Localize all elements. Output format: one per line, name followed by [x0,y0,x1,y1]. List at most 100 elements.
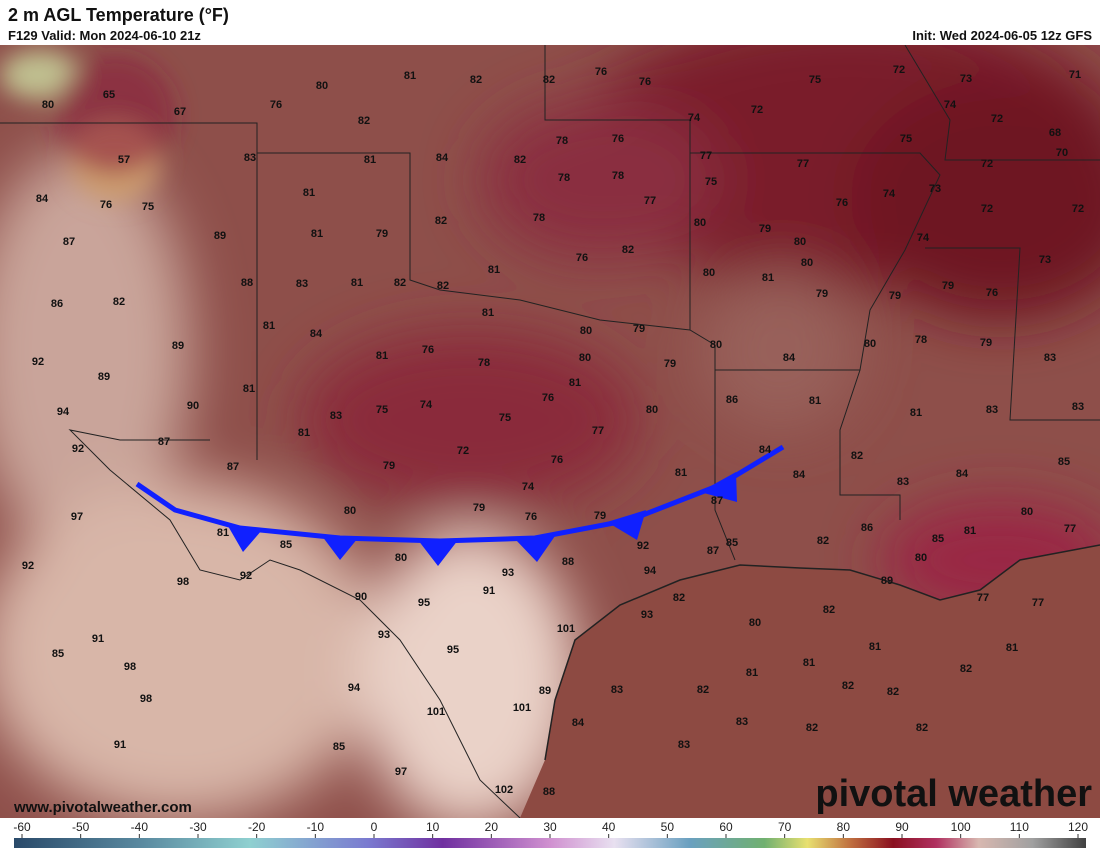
temp-label: 80 [694,217,706,229]
temp-label: 68 [1049,127,1061,139]
temp-label: 80 [395,552,407,564]
temp-label: 81 [298,427,310,439]
temp-label: 67 [174,106,186,118]
temp-label: 81 [809,395,821,407]
temp-label: 91 [114,739,126,751]
temp-label: 81 [303,187,315,199]
colorbar-tick-label: 30 [543,820,557,834]
temp-label: 79 [594,510,606,522]
colorbar-tick-label: 120 [1068,820,1088,834]
colorbar-tick-label: -60 [13,820,31,834]
temp-label: 77 [592,425,604,437]
temp-label: 94 [644,565,657,577]
temp-label: 75 [705,176,717,188]
temp-label: 89 [98,371,110,383]
temp-label: 82 [887,686,899,698]
temp-label: 76 [576,252,588,264]
temp-label: 74 [522,481,535,493]
temp-label: 79 [942,280,954,292]
temp-label: 87 [63,236,75,248]
temp-label: 80 [580,325,592,337]
colorbar-tick-label: 90 [895,820,909,834]
temp-label: 81 [243,383,255,395]
temp-label: 72 [991,113,1003,125]
temp-label: 102 [495,784,513,796]
temp-label: 92 [240,570,252,582]
temp-label: 101 [427,706,445,718]
temp-label: 82 [960,663,972,675]
temp-label: 89 [214,230,226,242]
temp-label: 78 [612,170,624,182]
temp-label: 84 [310,328,323,340]
site-url: www.pivotalweather.com [13,799,192,816]
temp-label: 74 [420,399,433,411]
temp-label: 82 [394,277,406,289]
temp-label: 76 [986,287,998,299]
temp-label: 76 [836,197,848,209]
temp-label: 79 [376,228,388,240]
temp-label: 84 [956,468,969,480]
temp-label: 82 [842,680,854,692]
temp-label: 83 [736,716,748,728]
temp-label: 76 [595,66,607,78]
temp-label: 86 [51,298,63,310]
temp-label: 72 [1072,203,1084,215]
colorbar [14,838,1086,848]
temp-label: 80 [864,338,876,350]
temp-label: 79 [633,323,645,335]
colorbar-tick-label: 100 [951,820,971,834]
temp-label: 87 [158,436,170,448]
colorbar-tick-label: 0 [371,820,378,834]
temp-label: 88 [543,786,555,798]
temp-label: 76 [542,392,554,404]
temp-label: 75 [499,412,511,424]
temp-label: 78 [558,172,570,184]
gulf [520,545,1100,818]
temp-label: 101 [513,702,531,714]
temp-label: 83 [611,684,623,696]
temp-label: 89 [172,340,184,352]
temp-label: 79 [383,460,395,472]
temp-label: 82 [806,722,818,734]
temp-label: 76 [100,199,112,211]
colorbar-tick-label: 110 [1010,820,1029,834]
temp-label: 78 [556,135,568,147]
temp-label: 87 [707,545,719,557]
temp-label: 81 [263,320,275,332]
temp-label: 83 [678,739,690,751]
temp-label: 76 [422,344,434,356]
temp-label: 85 [333,741,345,753]
temp-label: 82 [470,74,482,86]
temp-label: 79 [664,358,676,370]
temp-label: 83 [1072,401,1084,413]
temp-label: 78 [915,334,927,346]
temp-label: 85 [280,539,292,551]
temp-label: 75 [900,133,912,145]
temp-label: 77 [1064,523,1076,535]
temp-label: 81 [569,377,581,389]
colorbar-tick-label: -40 [131,820,149,834]
temp-label: 81 [311,228,323,240]
temp-label: 80 [316,80,328,92]
temp-label: 80 [1021,506,1033,518]
valid-time: F129 Valid: Mon 2024-06-10 21z [8,28,201,43]
temp-label: 94 [348,682,361,694]
temp-label: 97 [71,511,83,523]
temp-label: 76 [639,76,651,88]
temp-label: 80 [749,617,761,629]
temp-label: 77 [700,150,712,162]
temp-label: 73 [1039,254,1051,266]
colorbar-tick-label: 40 [602,820,616,834]
temp-label: 72 [981,203,993,215]
temp-label: 92 [32,356,44,368]
temp-label: 83 [986,404,998,416]
temp-label: 82 [358,115,370,127]
temp-label: 81 [675,467,687,479]
logo: pivotal weather [815,773,1092,815]
temp-label: 83 [897,476,909,488]
header-bg [0,0,1100,45]
temp-label: 76 [612,133,624,145]
colorbar-tick-label: 20 [485,820,499,834]
temp-label: 93 [378,629,390,641]
